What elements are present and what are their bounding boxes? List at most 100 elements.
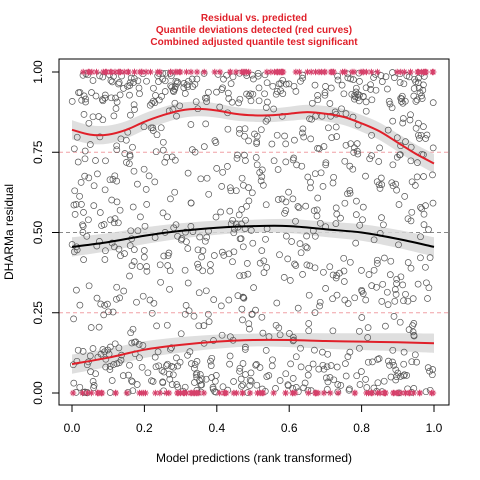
residual-point	[399, 281, 407, 289]
residual-point	[380, 221, 387, 229]
residual-point	[82, 98, 89, 106]
residual-point	[241, 125, 249, 133]
band-median	[72, 218, 434, 257]
residual-point	[90, 202, 98, 209]
residual-point	[321, 89, 329, 97]
outlier-marker	[334, 389, 342, 397]
residual-point	[362, 84, 370, 92]
residual-point	[307, 135, 315, 143]
outlier-marker	[368, 68, 375, 76]
residual-point	[333, 210, 341, 218]
residual-point	[424, 364, 432, 371]
residual-point	[227, 187, 235, 195]
residual-point	[150, 299, 158, 307]
residual-point	[351, 95, 358, 103]
residual-point	[329, 327, 337, 335]
residual-point	[395, 241, 402, 249]
residual-point	[264, 98, 271, 106]
residual-point	[389, 182, 397, 190]
residual-point	[75, 89, 82, 96]
residual-point	[108, 239, 116, 247]
residual-point	[111, 340, 119, 348]
residual-point	[292, 88, 300, 95]
residual-point	[310, 207, 318, 214]
residual-point	[367, 86, 374, 93]
residual-point	[390, 313, 398, 320]
residual-point	[413, 96, 421, 104]
residual-point	[347, 140, 355, 148]
outlier-marker	[223, 389, 230, 397]
residual-point	[195, 322, 203, 330]
residual-point	[105, 308, 112, 316]
residual-point	[180, 84, 188, 91]
residual-point	[362, 107, 370, 115]
residual-point	[151, 178, 159, 186]
residual-point	[253, 361, 260, 368]
residual-point	[256, 169, 264, 176]
residual-point	[299, 129, 306, 137]
residual-point	[106, 176, 114, 184]
residual-point	[381, 254, 388, 262]
residual-point	[140, 123, 148, 131]
residual-point	[390, 362, 398, 369]
residual-point	[254, 70, 262, 77]
residual-point	[329, 179, 337, 187]
residual-point	[370, 266, 378, 274]
residual-point	[415, 84, 423, 92]
residual-point	[245, 184, 252, 191]
residual-point	[291, 136, 298, 144]
residual-point	[184, 169, 192, 177]
residual-point	[281, 209, 288, 217]
residual-point	[332, 220, 340, 227]
residual-point	[402, 290, 409, 298]
residual-point	[276, 377, 284, 384]
outlier-marker	[201, 68, 208, 76]
residual-point	[241, 151, 248, 159]
residual-point	[117, 135, 125, 143]
residual-point	[404, 259, 412, 266]
outlier-marker	[429, 68, 436, 76]
outlier-marker	[69, 389, 77, 397]
residual-point	[420, 221, 428, 228]
residual-point	[95, 113, 103, 120]
residual-point	[225, 250, 233, 258]
residual-point	[187, 121, 195, 128]
residual-point	[229, 216, 236, 224]
residual-point	[161, 158, 169, 166]
residual-point	[429, 99, 437, 106]
residual-point	[368, 131, 375, 139]
residual-point	[253, 140, 260, 147]
residual-point	[184, 83, 192, 91]
outlier-marker	[376, 389, 384, 397]
residual-point	[163, 153, 171, 161]
residual-point	[73, 286, 80, 294]
residual-point	[168, 344, 175, 352]
residual-point	[198, 381, 206, 389]
residual-point	[333, 291, 341, 299]
residual-point	[341, 296, 349, 304]
residual-point	[181, 310, 189, 318]
residual-point	[238, 305, 246, 313]
residual-point	[130, 258, 138, 265]
residual-point	[274, 166, 282, 173]
residual-point	[402, 138, 409, 145]
residual-point	[291, 260, 298, 268]
residual-point	[207, 267, 214, 275]
residual-point	[109, 308, 117, 316]
residual-point	[171, 156, 179, 164]
residual-point	[96, 209, 104, 216]
residual-point	[367, 81, 374, 89]
residual-point	[238, 382, 245, 390]
residual-point	[80, 92, 88, 100]
residual-point	[374, 356, 382, 363]
residual-point	[148, 309, 156, 317]
residual-point	[358, 314, 366, 321]
residual-point	[89, 345, 97, 352]
residual-point	[314, 194, 322, 202]
residual-point	[114, 219, 122, 227]
residual-point	[210, 252, 218, 259]
residual-point	[184, 279, 192, 287]
residual-point	[309, 360, 317, 368]
residual-point	[76, 301, 84, 309]
residual-point	[350, 149, 358, 156]
